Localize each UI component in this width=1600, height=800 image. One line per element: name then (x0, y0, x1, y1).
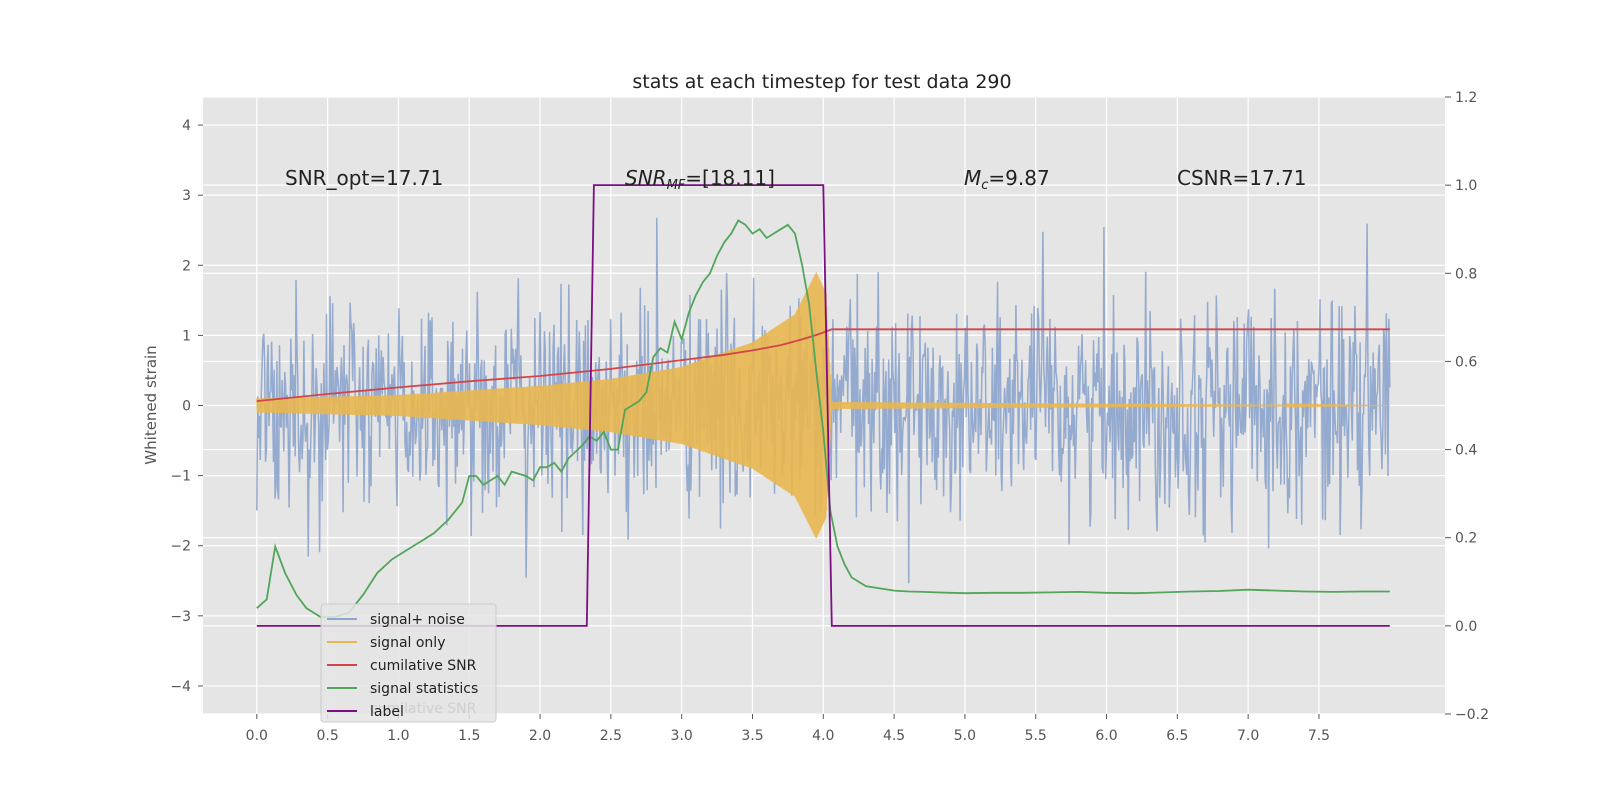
x-tick-label-10: 5.0 (954, 728, 976, 744)
y-right-tick-label-0: 1.2 (1455, 90, 1477, 106)
x-tick-label-1: 0.5 (316, 728, 338, 744)
y-tick-label-1: 3 (182, 188, 191, 204)
annot-snr-mf: SNRMF=[18.11] (625, 166, 775, 193)
legend-label-2: cumilative SNR (370, 658, 477, 674)
x-tick-label-0: 0.0 (246, 728, 268, 744)
y-tick-label-8: −4 (170, 679, 191, 695)
annot-mc-sub: c (981, 178, 988, 193)
y-right-tick-label-4: 0.4 (1455, 443, 1477, 459)
y-right-tick-label-2: 0.8 (1455, 266, 1477, 282)
series-signal-statistics-line (256, 219, 1390, 618)
annot-mc-value: =9.87 (988, 166, 1049, 190)
axes: 0.0 0.5 1.0 1.5 2.0 2.5 3.0 3.5 4.0 4.5 5.0 5.5 6.0 6… (170, 90, 1489, 744)
annotations: SNR_opt=17.71 SNRMF=[18.11] Mc=9.87 CSNR… (285, 166, 1307, 193)
annot-csnr: CSNR=17.71 (1177, 166, 1307, 190)
y-right-tick-label-6: 0.0 (1455, 619, 1477, 635)
series-label-line (256, 184, 1390, 627)
y-tick-label-2: 2 (182, 258, 191, 274)
annot-snr-mf-sub: MF (667, 178, 686, 193)
y-tick-label-6: −2 (170, 539, 191, 555)
x-tick-label-12: 6.0 (1095, 728, 1117, 744)
legend-label-1: signal only (370, 635, 445, 651)
y-right-tick-label-5: 0.2 (1455, 531, 1477, 547)
legend-label-3: signal statistics (370, 681, 478, 697)
legend-box (320, 603, 497, 723)
y-tick-label-0: 4 (182, 118, 191, 134)
x-tick-label-13: 6.5 (1166, 728, 1188, 744)
x-tick-label-9: 4.5 (883, 728, 905, 744)
x-tick-label-5: 2.5 (600, 728, 622, 744)
y-tick-label-3: 1 (182, 328, 191, 344)
y-right-tick-label-1: 1.0 (1455, 178, 1477, 194)
y-tick-label-7: −3 (170, 609, 191, 625)
chart-title: stats at each timestep for test data 290 (632, 71, 1011, 93)
x-tick-label-15: 7.5 (1308, 728, 1330, 744)
series-cumilative-snr-line (256, 328, 1390, 402)
x-tick-label-11: 5.5 (1025, 728, 1047, 744)
series-signal-only-line (256, 272, 1390, 539)
x-tick-label-8: 4.0 (812, 728, 834, 744)
y-tick-label-4: 0 (182, 399, 191, 415)
legend: cumilative SNR signal+ noise signal only c… (320, 603, 497, 723)
y-axis-label: Whitened strain (142, 345, 160, 464)
legend-label-4: label (370, 704, 404, 720)
y-right-tick-label-3: 0.6 (1455, 354, 1477, 370)
x-tick-label-14: 7.0 (1237, 728, 1259, 744)
x-tick-label-2: 1.0 (387, 728, 409, 744)
annot-snr-mf-value: =[18.11] (685, 166, 775, 190)
x-tick-label-4: 2.0 (529, 728, 551, 744)
series-lines (256, 184, 1390, 627)
annot-snr-mf-prefix: SNR (625, 166, 667, 190)
y-right-tick-label-7: −0.2 (1455, 707, 1489, 723)
annot-snr-opt: SNR_opt=17.71 (285, 166, 443, 190)
y-tick-label-5: −1 (170, 469, 191, 485)
legend-ghost-label: cumilative SNR (370, 701, 477, 717)
x-tick-label-3: 1.5 (458, 728, 480, 744)
x-tick-label-6: 3.0 (671, 728, 693, 744)
annot-mc-prefix: M (964, 166, 981, 190)
series-signal-only (256, 272, 1390, 539)
legend-label-0: signal+ noise (370, 612, 465, 628)
annot-mc: Mc=9.87 (964, 166, 1050, 193)
x-tick-label-7: 3.5 (741, 728, 763, 744)
